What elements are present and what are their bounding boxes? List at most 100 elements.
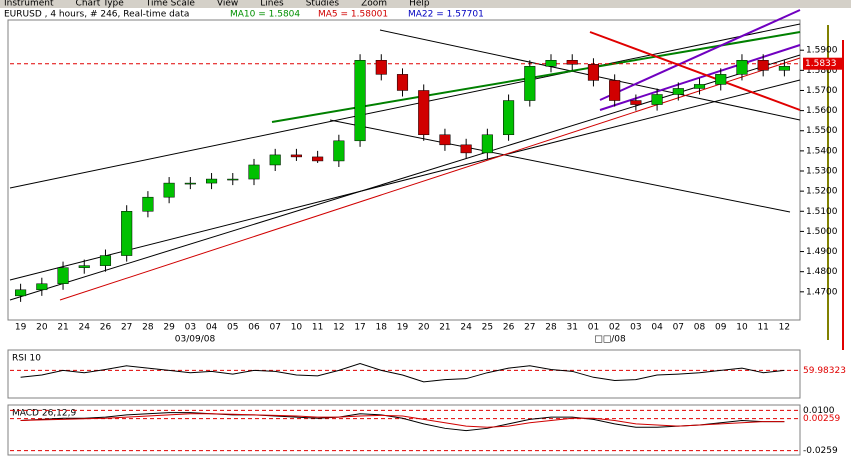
macd-tick-label: 0.00259 — [803, 414, 840, 424]
candle-body — [142, 196, 154, 212]
macd-title: MACD 26,12,9 — [12, 409, 76, 419]
x-tick-label: 27 — [524, 323, 535, 333]
x-tick-label: 19 — [397, 323, 409, 333]
x-tick-label: 31 — [567, 323, 578, 333]
trendline — [59, 57, 801, 301]
candle-body — [121, 211, 133, 256]
candle-body — [630, 100, 642, 105]
x-tick-label: 17 — [354, 323, 365, 333]
candle-body — [503, 100, 515, 136]
macd-panel — [7, 404, 801, 456]
trendline — [329, 119, 791, 213]
x-tick-label: 06 — [248, 323, 260, 333]
menu-item[interactable]: Help — [409, 0, 430, 9]
price-panel — [7, 19, 801, 321]
candle-body — [354, 60, 366, 142]
x-tick-label: 12 — [333, 323, 344, 333]
x-tick-label: 08 — [694, 323, 706, 333]
x-tick-label: 24 — [79, 323, 91, 333]
macd-line — [20, 412, 785, 432]
menu: Instrument Chart Type Time Scale View Lines S… — [4, 0, 430, 9]
candle-body — [715, 74, 727, 85]
trendline — [9, 79, 801, 281]
header-bar — [0, 8, 851, 20]
candle-body — [587, 64, 600, 81]
date-label: 03/09/08 — [175, 335, 216, 345]
candle-body — [609, 80, 621, 101]
candle-body — [248, 164, 260, 180]
candle-body — [78, 265, 90, 268]
x-tick-label: 11 — [312, 323, 323, 333]
ma10: MA10 = 1.5804 — [230, 10, 300, 20]
menu-item[interactable]: Time Scale — [145, 0, 196, 9]
y-tick-label: 1.5300 — [806, 167, 838, 177]
x-tick-label: 09 — [715, 323, 727, 333]
candle-body — [163, 182, 175, 198]
y-tick-label: 1.5800 — [806, 66, 838, 76]
y-tick-label: 1.5700 — [806, 86, 838, 96]
x-tick-label: 04 — [651, 323, 663, 333]
candle-body — [439, 134, 451, 146]
y-tick-label: 1.5500 — [806, 126, 838, 136]
trendline — [9, 23, 801, 189]
menu-item[interactable]: Studies — [306, 0, 340, 9]
candle-body — [269, 154, 281, 166]
y-tick-label: 1.5900 — [806, 46, 838, 56]
y-tick-label: 1.5200 — [806, 187, 838, 197]
menu-item[interactable]: Lines — [260, 0, 284, 9]
x-tick-label: 28 — [545, 323, 557, 333]
x-tick-label: 26 — [503, 323, 515, 333]
candle-body — [481, 134, 493, 154]
candle-body — [672, 88, 684, 95]
price-plot: 1.4700 1.4800 1.4900 1.5000 1.5100 1.5200 1.53… — [10, 46, 843, 345]
candle-body — [36, 283, 48, 291]
x-tick-label: 10 — [736, 323, 748, 333]
candle-body — [206, 178, 218, 184]
candle-body — [99, 255, 112, 266]
symbol-info: EURUSD , 4 hours, # 246, Real-time data — [4, 10, 189, 20]
candle-body — [524, 66, 536, 101]
y-tick-label: 1.4800 — [806, 267, 838, 277]
x-tick-label: 01 — [588, 323, 599, 333]
marker-box — [803, 57, 843, 70]
candle-body — [312, 156, 324, 162]
menu-bar — [0, 0, 851, 8]
ma22: MA22 = 1.57701 — [408, 10, 484, 20]
candle-body — [227, 178, 239, 181]
candle-body — [651, 94, 663, 105]
rsi-panel — [7, 349, 801, 399]
x-tick-label: 07 — [673, 323, 684, 333]
candle-body — [375, 60, 387, 75]
candle-body — [396, 74, 409, 91]
menu-item[interactable]: View — [217, 0, 238, 9]
x-tick-label: 28 — [142, 323, 154, 333]
x-tick-label: 24 — [460, 323, 472, 333]
candle-body — [57, 267, 69, 285]
y-tick-label: 1.5400 — [806, 146, 838, 156]
signal-line — [20, 413, 785, 428]
candle-body — [184, 182, 196, 185]
menu-item[interactable]: Chart Type — [76, 0, 125, 9]
macd-tick-label: 0.0100 — [803, 406, 835, 416]
x-tick-label: 18 — [376, 323, 388, 333]
rsi-title: RSI 10 — [12, 354, 41, 364]
date-label: □□/08 — [594, 335, 626, 345]
x-tick-label: 21 — [57, 323, 68, 333]
x-tick-label: 21 — [439, 323, 450, 333]
x-tick-label: 20 — [418, 323, 430, 333]
y-tick-label: 1.5600 — [806, 106, 838, 116]
menu-item[interactable]: Zoom — [361, 0, 387, 9]
x-tick-label: 10 — [291, 323, 303, 333]
rsi-line — [20, 362, 785, 383]
y-tick-label: 1.4700 — [806, 287, 838, 297]
candle-body — [290, 154, 302, 158]
x-tick-label: 29 — [163, 323, 175, 333]
menu-item[interactable]: Instrument — [4, 0, 54, 9]
x-tick-label: 25 — [482, 323, 493, 333]
x-tick-label: 12 — [779, 323, 790, 333]
candle-body — [566, 60, 578, 65]
candle-body — [693, 84, 706, 89]
x-tick-label: 07 — [269, 323, 280, 333]
